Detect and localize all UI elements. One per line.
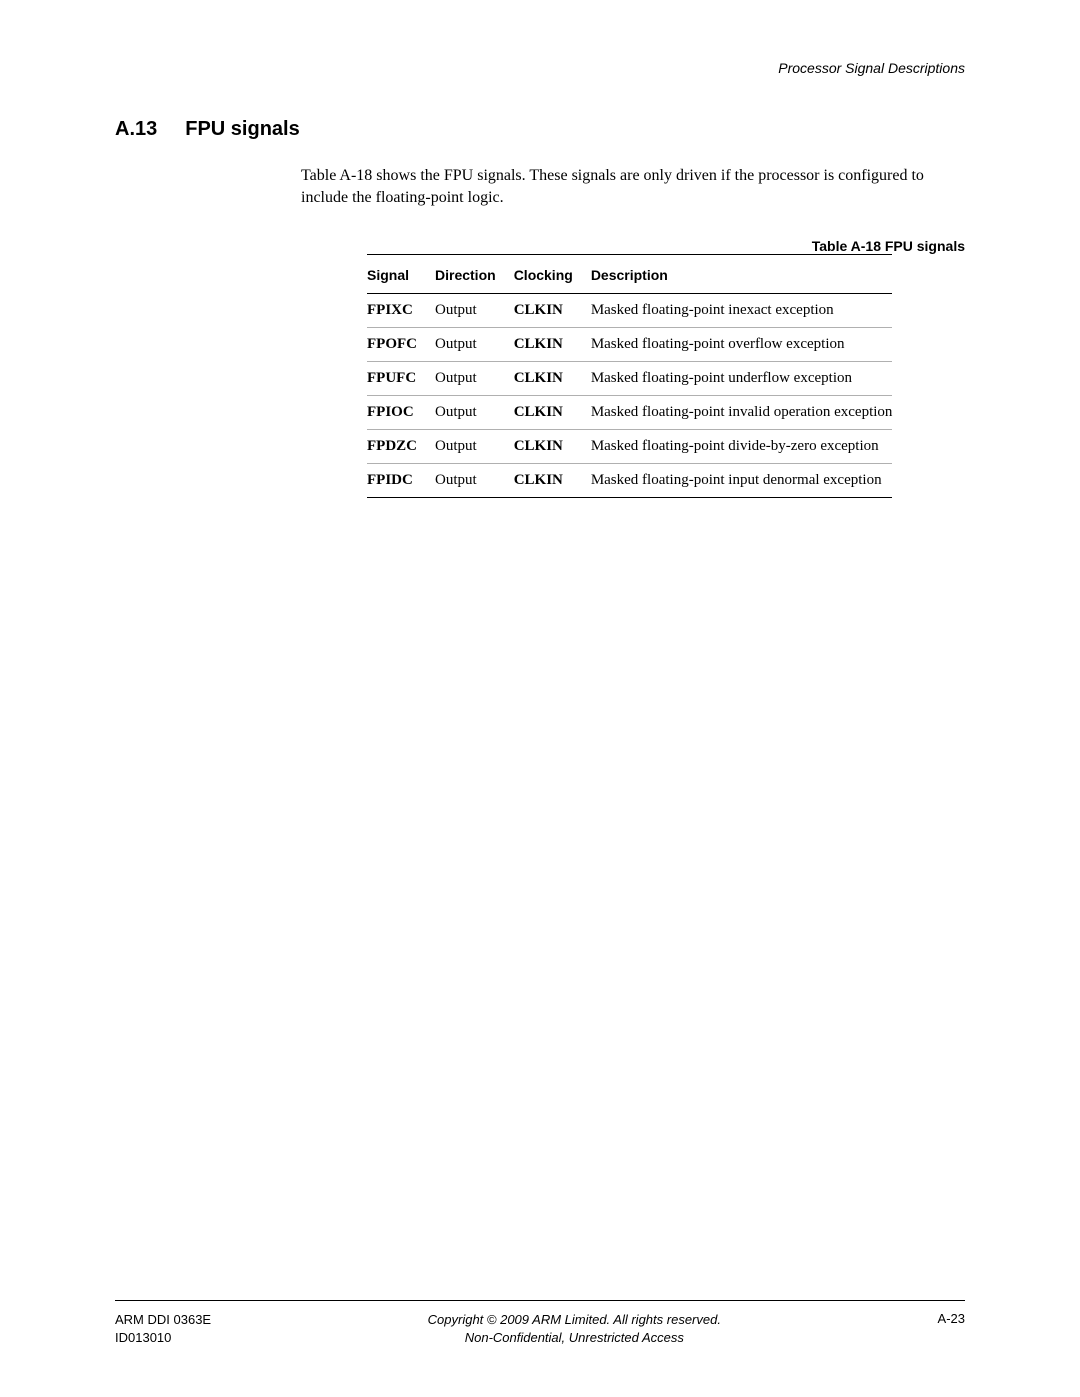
page-header-chapter: Processor Signal Descriptions xyxy=(115,60,965,76)
section-number: A.13 xyxy=(115,118,157,141)
cell-description: Masked floating-point divide-by-zero exc… xyxy=(591,430,893,464)
cell-clocking: CLKIN xyxy=(514,294,591,328)
document-page: Processor Signal Descriptions A.13 FPU s… xyxy=(0,0,1080,1397)
cell-description: Masked floating-point overflow exception xyxy=(591,328,893,362)
cell-clocking: CLKIN xyxy=(514,396,591,430)
footer-classification: Non-Confidential, Unrestricted Access xyxy=(211,1329,937,1347)
table-row: FPDZC Output CLKIN Masked floating-point… xyxy=(367,430,892,464)
cell-signal: FPUFC xyxy=(367,362,435,396)
cell-direction: Output xyxy=(435,294,514,328)
cell-direction: Output xyxy=(435,362,514,396)
cell-direction: Output xyxy=(435,328,514,362)
footer-center: Copyright © 2009 ARM Limited. All rights… xyxy=(211,1311,937,1347)
table-row: FPUFC Output CLKIN Masked floating-point… xyxy=(367,362,892,396)
cell-direction: Output xyxy=(435,464,514,498)
table-row: FPIXC Output CLKIN Masked floating-point… xyxy=(367,294,892,328)
cell-signal: FPIXC xyxy=(367,294,435,328)
cell-clocking: CLKIN xyxy=(514,362,591,396)
cell-description: Masked floating-point underflow exceptio… xyxy=(591,362,893,396)
table-header-direction: Direction xyxy=(435,255,514,294)
table-header-row: Signal Direction Clocking Description xyxy=(367,255,892,294)
cell-direction: Output xyxy=(435,396,514,430)
cell-clocking: CLKIN xyxy=(514,464,591,498)
footer-copyright: Copyright © 2009 ARM Limited. All rights… xyxy=(211,1311,937,1329)
table-header-description: Description xyxy=(591,255,893,294)
table-header-clocking: Clocking xyxy=(514,255,591,294)
table-header-signal: Signal xyxy=(367,255,435,294)
table-caption: Table A-18 FPU signals xyxy=(367,238,965,254)
cell-description: Masked floating-point inexact exception xyxy=(591,294,893,328)
fpu-signals-table: Signal Direction Clocking Description FP… xyxy=(367,254,892,498)
footer-left: ARM DDI 0363E ID013010 xyxy=(115,1311,211,1347)
cell-description: Masked floating-point input denormal exc… xyxy=(591,464,893,498)
cell-description: Masked floating-point invalid operation … xyxy=(591,396,893,430)
section-heading: A.13 FPU signals xyxy=(115,118,965,141)
section-body-paragraph: Table A-18 shows the FPU signals. These … xyxy=(301,165,965,208)
footer-id-number: ID013010 xyxy=(115,1329,211,1347)
table-row: FPIDC Output CLKIN Masked floating-point… xyxy=(367,464,892,498)
cell-signal: FPOFC xyxy=(367,328,435,362)
page-footer: ARM DDI 0363E ID013010 Copyright © 2009 … xyxy=(115,1300,965,1347)
cell-direction: Output xyxy=(435,430,514,464)
table-row: FPIOC Output CLKIN Masked floating-point… xyxy=(367,396,892,430)
cell-signal: FPIOC xyxy=(367,396,435,430)
cell-clocking: CLKIN xyxy=(514,430,591,464)
section-title: FPU signals xyxy=(185,118,299,141)
cell-signal: FPDZC xyxy=(367,430,435,464)
footer-page-number: A-23 xyxy=(938,1311,965,1326)
cell-signal: FPIDC xyxy=(367,464,435,498)
table-row: FPOFC Output CLKIN Masked floating-point… xyxy=(367,328,892,362)
footer-doc-id: ARM DDI 0363E xyxy=(115,1311,211,1329)
cell-clocking: CLKIN xyxy=(514,328,591,362)
